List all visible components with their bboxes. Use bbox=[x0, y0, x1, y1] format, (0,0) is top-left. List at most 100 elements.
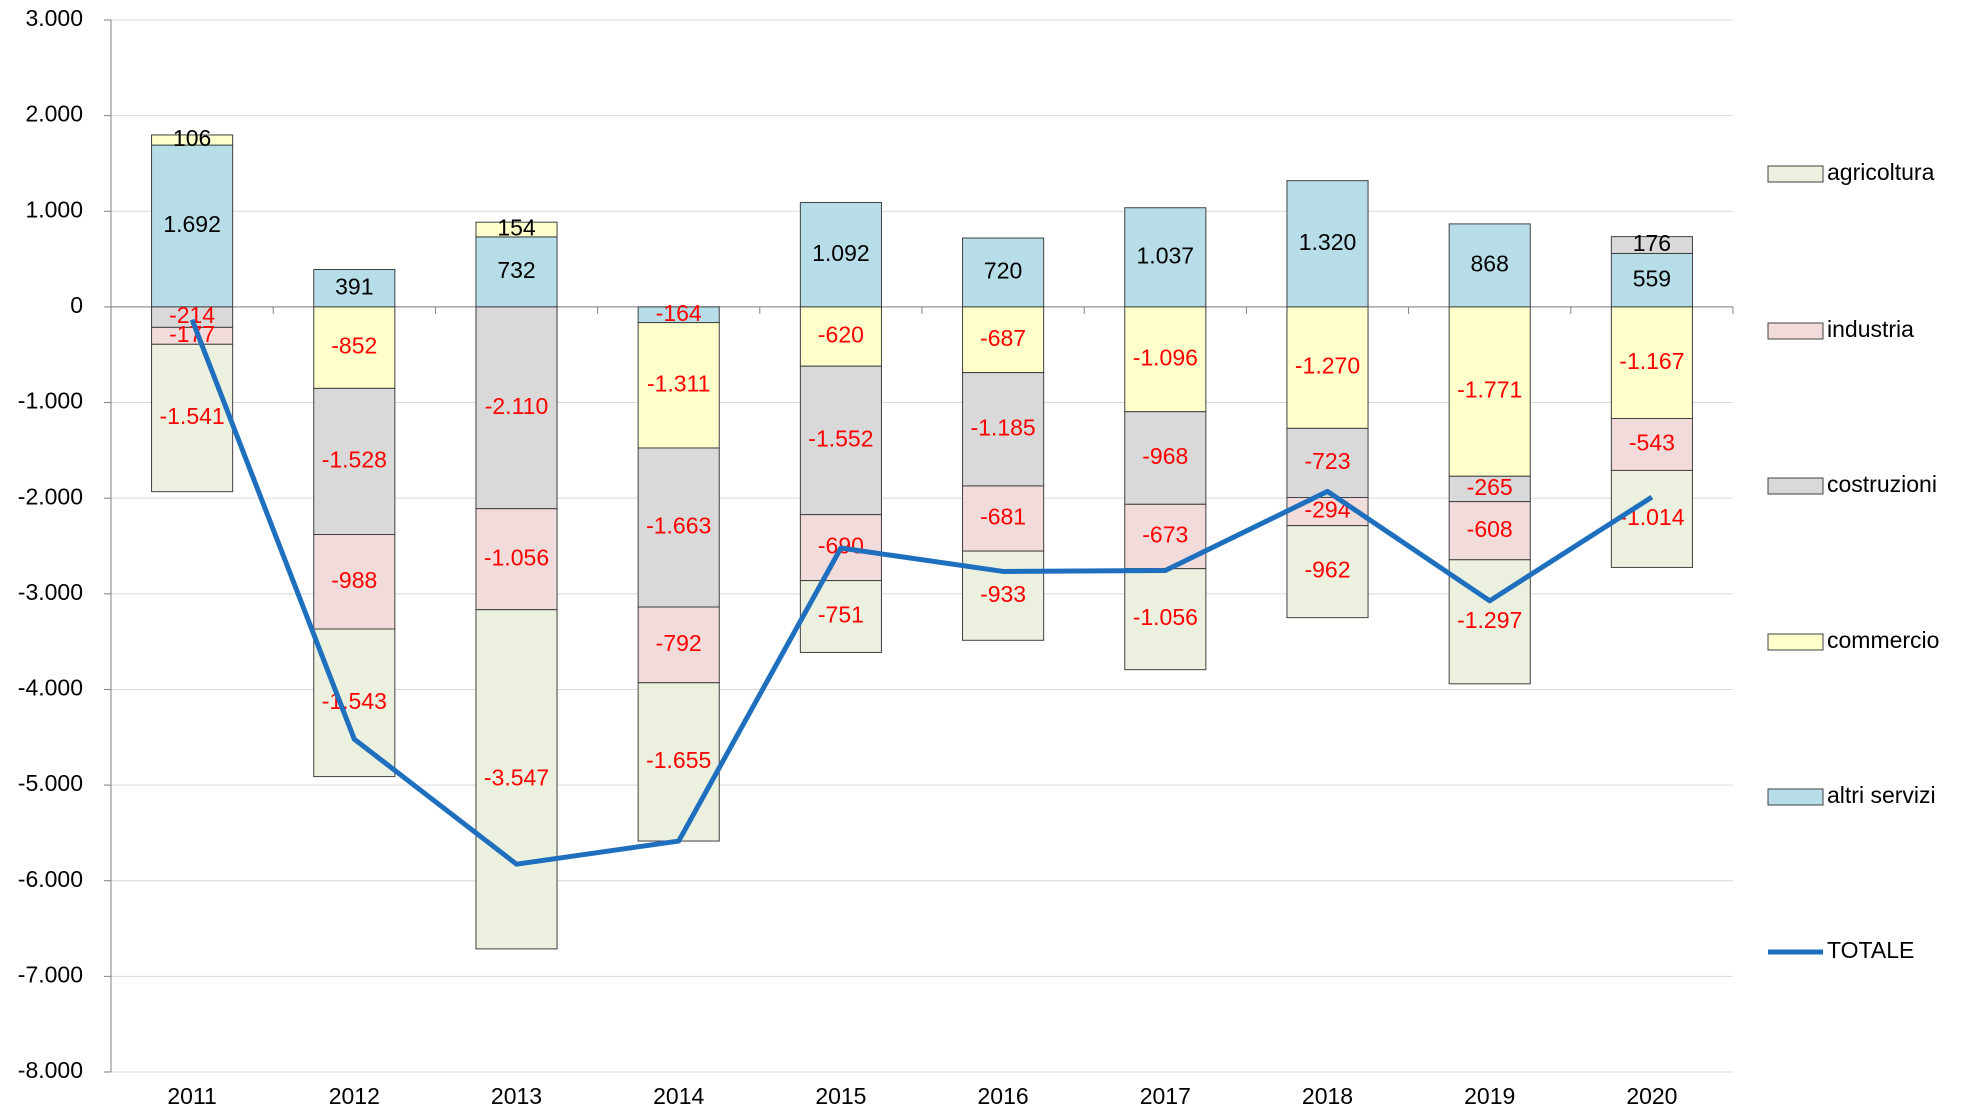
bar-segment bbox=[962, 485, 1045, 552]
data-label: 176 bbox=[1633, 230, 1671, 256]
bar-segment bbox=[475, 236, 558, 308]
x-tick-label: 2020 bbox=[1626, 1083, 1677, 1109]
y-tick-label: -8.000 bbox=[18, 1057, 83, 1083]
data-label: -852 bbox=[331, 333, 377, 359]
data-label: -1.185 bbox=[970, 414, 1035, 440]
bar-segment bbox=[151, 134, 234, 146]
x-tick-label: 2019 bbox=[1464, 1083, 1515, 1109]
data-label: -962 bbox=[1304, 557, 1350, 583]
y-tick-label: -2.000 bbox=[18, 483, 83, 509]
data-label: -933 bbox=[980, 581, 1026, 607]
bar-segment bbox=[151, 144, 234, 308]
bar-segment bbox=[1610, 306, 1693, 420]
data-label: -1.543 bbox=[322, 688, 387, 714]
data-label: -723 bbox=[1304, 448, 1350, 474]
bar-segment bbox=[475, 306, 558, 510]
y-tick-label: 0 bbox=[70, 292, 83, 318]
data-label: 1.320 bbox=[1299, 229, 1357, 255]
bar-segment bbox=[313, 387, 396, 536]
data-label: -1.552 bbox=[808, 425, 873, 451]
legend-label: agricoltura bbox=[1827, 159, 1935, 185]
data-label: -1.541 bbox=[159, 403, 224, 429]
data-label: -792 bbox=[656, 630, 702, 656]
bar-segment bbox=[151, 343, 234, 493]
legend-swatch bbox=[1767, 322, 1824, 340]
bar-segment bbox=[1610, 236, 1693, 254]
data-label: -1.014 bbox=[1619, 504, 1684, 530]
bar-segment bbox=[1610, 418, 1693, 471]
data-label: -3.547 bbox=[484, 764, 549, 790]
y-tick-label: -4.000 bbox=[18, 675, 83, 701]
x-tick-label: 2011 bbox=[167, 1083, 216, 1109]
y-tick-label: -3.000 bbox=[18, 579, 83, 605]
bar-segment bbox=[1124, 568, 1207, 671]
legend-label: industria bbox=[1827, 316, 1914, 342]
bar-segment bbox=[799, 306, 882, 367]
bar-segment bbox=[637, 682, 720, 842]
data-label: -988 bbox=[331, 567, 377, 593]
bar-segment bbox=[1124, 306, 1207, 413]
data-label: -1.663 bbox=[646, 513, 711, 539]
bar-segment bbox=[799, 201, 882, 308]
x-tick-label: 2014 bbox=[653, 1083, 704, 1109]
bar-segment bbox=[799, 365, 882, 516]
y-tick-label: 2.000 bbox=[25, 101, 83, 127]
legend-swatch bbox=[1767, 633, 1824, 651]
bar-segment bbox=[313, 534, 396, 630]
x-tick-label: 2017 bbox=[1140, 1083, 1191, 1109]
data-label: -1.270 bbox=[1295, 353, 1360, 379]
x-tick-label: 2018 bbox=[1302, 1083, 1353, 1109]
data-label: 154 bbox=[497, 215, 536, 241]
data-label: -968 bbox=[1142, 443, 1188, 469]
data-label: 720 bbox=[984, 258, 1022, 284]
bar-segment bbox=[637, 322, 720, 449]
data-label: -687 bbox=[980, 325, 1026, 351]
data-label: 106 bbox=[173, 125, 211, 151]
bar-segment bbox=[962, 372, 1045, 487]
legend-label: commercio bbox=[1827, 627, 1939, 653]
x-tick-label: 2015 bbox=[815, 1083, 866, 1109]
data-label: -1.528 bbox=[322, 447, 387, 473]
data-label: -673 bbox=[1142, 522, 1188, 548]
bar-segment bbox=[475, 221, 558, 238]
bar-segment bbox=[1610, 252, 1693, 308]
x-tick-label: 2012 bbox=[329, 1083, 380, 1109]
data-label: -1.056 bbox=[484, 544, 549, 570]
bar-segment bbox=[313, 306, 396, 389]
data-label: 1.092 bbox=[812, 240, 870, 266]
legend-label: costruzioni bbox=[1827, 471, 1937, 497]
data-label: -608 bbox=[1467, 516, 1513, 542]
bar-segment bbox=[1448, 501, 1531, 561]
data-label: 868 bbox=[1471, 250, 1509, 276]
data-label: -1.167 bbox=[1619, 348, 1684, 374]
data-label: -1.311 bbox=[647, 370, 711, 396]
bar-segment bbox=[637, 606, 720, 684]
data-label: -543 bbox=[1629, 430, 1675, 456]
legend-swatch bbox=[1767, 477, 1824, 495]
data-label: 1.692 bbox=[163, 211, 221, 237]
legend-swatch bbox=[1767, 165, 1824, 183]
data-label: 732 bbox=[497, 257, 535, 283]
bar-segment bbox=[1448, 475, 1531, 503]
data-label: 391 bbox=[335, 273, 373, 299]
data-label: -1.771 bbox=[1457, 377, 1522, 403]
total-line bbox=[189, 318, 1654, 867]
bar-segment bbox=[1286, 306, 1369, 429]
data-label: 1.037 bbox=[1137, 242, 1195, 268]
bar-segment bbox=[475, 508, 558, 611]
bar-segment bbox=[962, 237, 1045, 308]
data-label: -164 bbox=[656, 300, 702, 326]
y-tick-label: 1.000 bbox=[25, 196, 83, 222]
bar-segment bbox=[1610, 469, 1693, 568]
y-tick-label: -1.000 bbox=[18, 388, 83, 414]
y-tick-label: -5.000 bbox=[18, 770, 83, 796]
y-tick-label: 3.000 bbox=[25, 5, 83, 31]
y-tick-label: -6.000 bbox=[18, 866, 83, 892]
legend-label: TOTALE bbox=[1827, 937, 1914, 963]
data-label: -1.056 bbox=[1133, 604, 1198, 630]
x-tick-label: 2013 bbox=[491, 1083, 542, 1109]
data-label: -681 bbox=[980, 504, 1026, 530]
bar-segment bbox=[1286, 180, 1369, 308]
bar-segment bbox=[1448, 306, 1531, 477]
data-label: 559 bbox=[1633, 265, 1671, 291]
